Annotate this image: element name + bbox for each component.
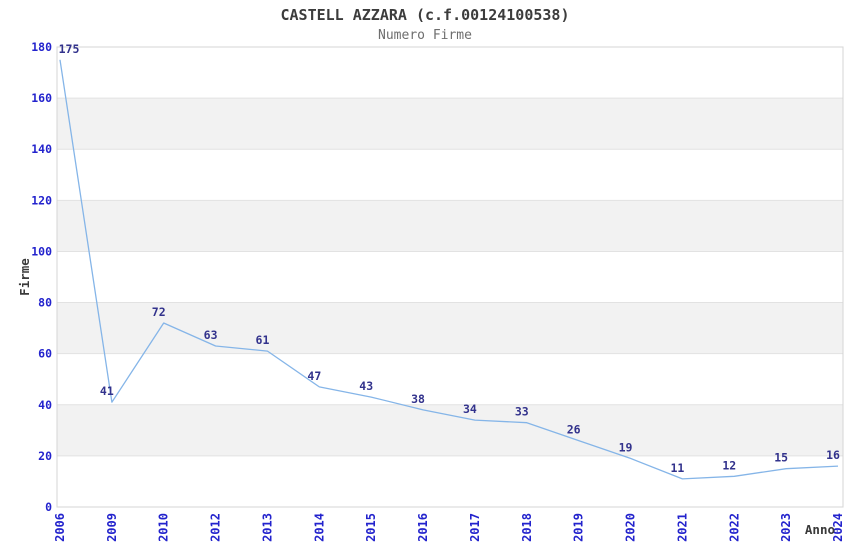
- grid-band: [57, 98, 843, 150]
- y-tick-label: 40: [38, 398, 52, 412]
- data-point-label: 47: [307, 369, 321, 383]
- y-tick-label: 60: [38, 347, 52, 361]
- data-point-label: 61: [256, 333, 270, 347]
- data-point-label: 19: [619, 440, 633, 454]
- y-tick-label: 140: [31, 142, 52, 156]
- y-tick-label: 20: [38, 449, 52, 463]
- x-tick-label: 2010: [157, 513, 171, 542]
- x-tick-label: 2022: [727, 513, 741, 542]
- data-point-label: 72: [152, 305, 166, 319]
- x-tick-label: 2013: [260, 513, 274, 542]
- y-tick-label: 120: [31, 193, 52, 207]
- x-axis-title: Anno: [805, 522, 835, 537]
- data-point-label: 33: [515, 405, 529, 419]
- data-point-label: 175: [59, 42, 80, 56]
- x-tick-label: 2009: [105, 513, 119, 542]
- y-tick-label: 180: [31, 40, 52, 54]
- data-point-label: 26: [567, 423, 581, 437]
- y-axis-title: Firme: [17, 258, 32, 296]
- data-point-label: 63: [204, 328, 218, 342]
- x-tick-label: 2023: [779, 513, 793, 542]
- chart-subtitle: Numero Firme: [378, 28, 472, 43]
- grid-band: [57, 200, 843, 252]
- x-tick-label: 2014: [312, 513, 326, 542]
- data-point-label: 38: [411, 392, 425, 406]
- x-tick-label: 2020: [624, 513, 638, 542]
- x-tick-label: 2021: [675, 513, 689, 542]
- x-tick-label: 2019: [572, 513, 586, 542]
- data-point-label: 41: [100, 384, 114, 398]
- data-line: [59, 59, 839, 480]
- plot-border: [56, 46, 844, 508]
- data-point-label: 11: [670, 461, 684, 475]
- data-point-label: 16: [826, 448, 840, 462]
- y-tick-label: 100: [31, 244, 52, 258]
- x-tick-label: 2015: [364, 513, 378, 542]
- chart-title: CASTELL AZZARA (c.f.00124100538): [280, 6, 570, 24]
- grid-band: [57, 404, 843, 456]
- y-tick-label: 160: [31, 91, 52, 105]
- x-tick-label: 2017: [468, 513, 482, 542]
- data-point-label: 12: [722, 458, 736, 472]
- data-point-label: 43: [359, 379, 373, 393]
- y-tick-label: 0: [45, 500, 52, 514]
- x-tick-label: 2024: [831, 513, 845, 542]
- x-tick-label: 2012: [209, 513, 223, 542]
- data-point-label: 15: [774, 451, 788, 465]
- data-point-label: 34: [463, 402, 477, 416]
- x-tick-label: 2006: [53, 513, 67, 542]
- y-tick-label: 80: [38, 296, 52, 310]
- x-tick-label: 2018: [520, 513, 534, 542]
- x-tick-label: 2016: [416, 513, 430, 542]
- grid-band: [57, 302, 843, 354]
